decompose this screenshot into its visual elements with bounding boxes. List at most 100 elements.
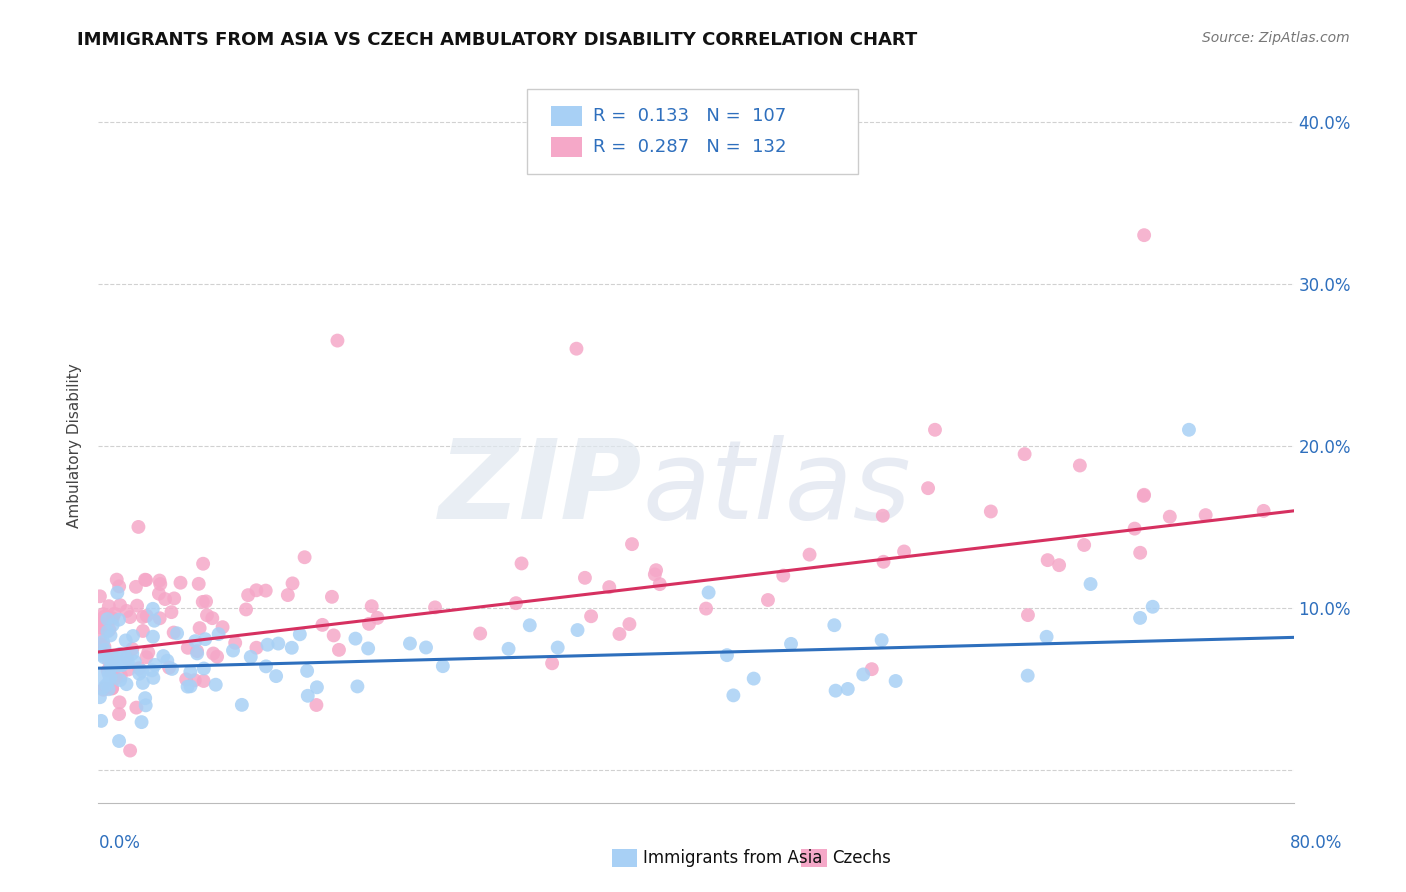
Point: [156, 654, 179, 668]
Point: [884, 673, 907, 688]
Point: [101, 681, 124, 695]
Point: [179, 665, 201, 679]
Point: [346, 680, 368, 694]
Text: IMMIGRANTS FROM ASIA VS CZECH AMBULATORY DISABILITY CORRELATION CHART: IMMIGRANTS FROM ASIA VS CZECH AMBULATORY…: [77, 31, 918, 49]
Point: [124, 655, 146, 669]
Point: [322, 628, 344, 642]
Point: [519, 618, 541, 632]
Point: [111, 658, 134, 673]
Point: [245, 640, 267, 655]
Point: [254, 583, 277, 598]
Point: [115, 604, 138, 618]
Point: [860, 662, 883, 676]
Point: [1080, 577, 1102, 591]
Point: [245, 583, 267, 598]
Point: [100, 660, 122, 674]
Point: [297, 689, 319, 703]
Point: [772, 568, 794, 582]
Point: [91, 634, 114, 648]
Point: [128, 661, 150, 675]
Point: [93, 643, 115, 657]
Point: [97, 666, 120, 681]
Point: [110, 657, 132, 672]
Point: [399, 636, 422, 650]
Point: [1129, 546, 1152, 560]
Point: [131, 715, 153, 730]
Point: [128, 666, 150, 681]
Point: [917, 481, 939, 495]
Point: [132, 624, 155, 638]
Point: [267, 636, 290, 650]
Point: [105, 648, 128, 663]
Point: [194, 632, 217, 647]
Point: [115, 677, 138, 691]
Point: [1159, 509, 1181, 524]
Point: [756, 593, 779, 607]
Point: [184, 673, 207, 688]
Point: [470, 626, 492, 640]
Point: [222, 643, 245, 657]
Point: [91, 681, 114, 696]
Point: [142, 630, 165, 644]
Point: [1017, 668, 1039, 682]
Point: [193, 661, 215, 675]
Point: [824, 683, 846, 698]
Point: [89, 632, 111, 646]
Point: [114, 633, 136, 648]
Point: [281, 640, 304, 655]
Point: [697, 585, 720, 599]
Point: [131, 664, 153, 678]
Text: Source: ZipAtlas.com: Source: ZipAtlas.com: [1202, 31, 1350, 45]
Point: [104, 672, 127, 686]
Point: [357, 641, 380, 656]
Point: [125, 700, 148, 714]
Point: [598, 580, 620, 594]
Point: [110, 668, 132, 682]
Point: [148, 574, 170, 588]
Point: [207, 627, 229, 641]
Point: [288, 627, 311, 641]
Point: [89, 669, 111, 683]
Point: [96, 678, 118, 692]
Point: [91, 648, 114, 663]
Point: [893, 544, 915, 558]
Point: [152, 648, 174, 663]
Point: [201, 611, 224, 625]
Point: [191, 557, 214, 571]
Point: [357, 616, 380, 631]
Point: [621, 537, 644, 551]
Point: [1253, 504, 1275, 518]
Point: [211, 620, 233, 634]
Point: [366, 611, 388, 625]
Point: [723, 689, 745, 703]
Point: [136, 645, 159, 659]
Point: [742, 672, 765, 686]
Point: [90, 621, 112, 635]
Point: [89, 690, 111, 705]
Point: [90, 616, 112, 631]
Point: [117, 663, 139, 677]
Point: [1133, 228, 1156, 243]
Point: [1195, 508, 1218, 522]
Point: [619, 617, 641, 632]
Point: [135, 573, 157, 587]
Point: [716, 648, 738, 662]
Point: [224, 636, 246, 650]
Point: [98, 623, 121, 637]
Point: [132, 610, 155, 624]
Point: [97, 682, 120, 697]
Point: [305, 698, 328, 712]
Point: [186, 644, 208, 658]
Point: [326, 334, 349, 348]
Point: [1123, 522, 1146, 536]
Point: [89, 590, 111, 604]
Point: [1133, 488, 1156, 502]
Point: [344, 632, 367, 646]
Point: [157, 660, 180, 674]
Text: Czechs: Czechs: [832, 849, 891, 867]
Point: [644, 567, 666, 582]
Point: [188, 621, 211, 635]
Point: [100, 655, 122, 669]
Point: [505, 596, 527, 610]
Text: 80.0%: 80.0%: [1291, 834, 1343, 852]
